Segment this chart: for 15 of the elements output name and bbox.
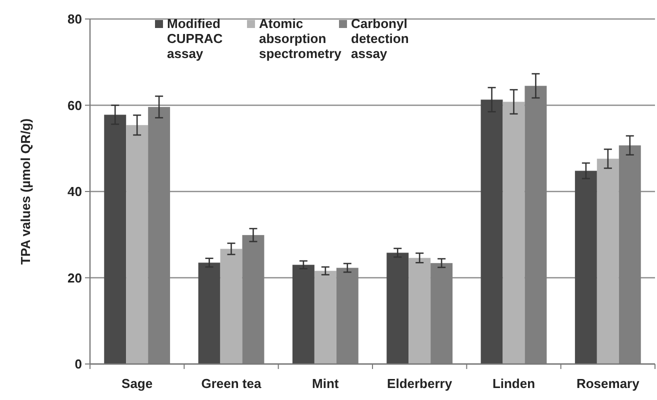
y-tick-label: 20 (68, 270, 82, 286)
y-tick-label: 0 (74, 356, 82, 372)
legend-label: Carbonyl detection assay (351, 16, 409, 61)
legend-label: Atomic absorption spectrometry (259, 16, 342, 61)
x-tick-label: Linden (492, 376, 536, 391)
y-tick-label: 60 (68, 98, 82, 113)
x-tick-label: Green tea (201, 376, 262, 391)
y-tick-label: 80 (68, 12, 82, 27)
x-tick-label: Mint (312, 376, 340, 391)
x-tick-label: Sage (122, 376, 153, 391)
y-axis-title: TPA values (µmol QR/g) (18, 118, 33, 265)
x-tick-label: Rosemary (576, 376, 640, 391)
x-tick-label: Elderberry (387, 376, 453, 391)
legend-label: Modified CUPRAC assay (167, 16, 224, 61)
y-tick-label: 40 (68, 184, 82, 200)
